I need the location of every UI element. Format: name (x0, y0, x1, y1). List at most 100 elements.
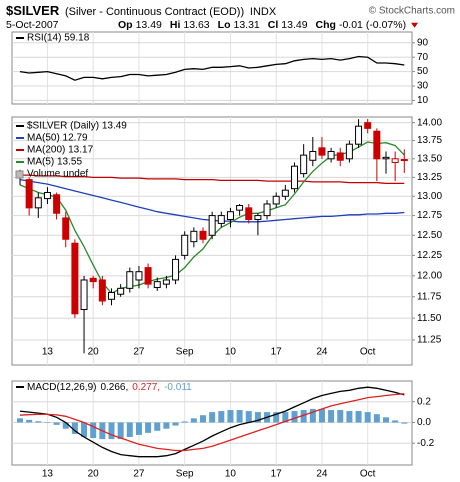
y-tick-label: 13.75 (417, 135, 442, 146)
quote-value: 13.49 (281, 19, 307, 31)
histogram-bar (17, 418, 23, 423)
legend-label: MA(50) 12.79 (27, 133, 88, 144)
histogram-bar (190, 418, 197, 423)
y-tick-label: 30 (417, 81, 429, 92)
candle-body (108, 292, 115, 300)
candle-body (373, 130, 381, 160)
candle-body (135, 271, 143, 281)
y-tick-label: 70 (417, 52, 429, 63)
quote-value: 13.49 (136, 19, 162, 31)
histogram-bar (200, 415, 206, 423)
histogram-bar (145, 422, 152, 433)
histogram-bar (273, 412, 280, 423)
x-tick-label: 27 (133, 469, 145, 480)
subtitle: (Silver - Continuous Contract (EOD)) (65, 6, 244, 18)
legend: MACD(12,26,9) 0.266, 0.277, -0.011 (27, 382, 192, 393)
date: 5-Oct-2007 (6, 19, 59, 31)
y-tick-label: 11.75 (417, 291, 442, 302)
candle-body (153, 281, 161, 288)
y-tick-label: 12.25 (417, 250, 442, 261)
candle-body (309, 150, 317, 161)
series-line (19, 386, 405, 458)
histogram-bar (346, 411, 353, 423)
legend-swatch (15, 170, 24, 179)
legend-label: $SILVER (Daily) 13.49 (27, 121, 127, 132)
candle-body (364, 122, 372, 129)
legend-value: -0.011 (164, 382, 192, 393)
histogram-bar (26, 419, 33, 423)
y-tick-label: 12.75 (417, 210, 442, 221)
quote-label: Chg (316, 19, 336, 31)
histogram-bar (401, 422, 408, 424)
x-tick-label: 13 (42, 347, 54, 358)
histogram-bar (154, 422, 161, 431)
x-tick-label: 24 (316, 347, 328, 358)
header-title-line: $SILVER (Silver - Continuous Contract (E… (6, 3, 277, 18)
x-tick-label: 13 (42, 469, 54, 480)
histogram-bar (181, 421, 188, 423)
candle-body (391, 158, 399, 163)
y-tick-label: 0.0 (417, 417, 431, 428)
candle-body (272, 195, 280, 205)
histogram-bar (318, 409, 325, 423)
y-tick-label: 10 (417, 95, 429, 106)
x-tick-label: 17 (271, 469, 283, 480)
x-tick-label: 24 (316, 469, 328, 480)
x-tick-label: Sep (176, 347, 194, 358)
legend-label: RSI(14) 59.18 (27, 33, 90, 44)
y-tick-label: 90 (417, 37, 429, 48)
x-tick-label: 27 (133, 347, 145, 358)
candle-body (190, 230, 198, 243)
candle-body (43, 191, 51, 200)
candle-body (327, 150, 335, 160)
quote-label: Hi (170, 19, 181, 31)
candle-body (245, 207, 253, 220)
candle-body (236, 205, 244, 211)
histogram-bar (163, 422, 170, 429)
histogram-bar (392, 420, 399, 423)
x-tick-label: 20 (88, 469, 100, 480)
symbol: $SILVER (6, 3, 60, 18)
series-line (20, 174, 405, 185)
histogram-bar (337, 410, 344, 423)
histogram-bar (291, 411, 298, 423)
candle-body (117, 287, 125, 295)
histogram-bar (117, 422, 124, 440)
credit: © StockCharts.com (369, 6, 455, 17)
quote-value: 13.31 (233, 19, 259, 31)
y-tick-label: 13.50 (417, 153, 442, 164)
histogram-bar (355, 411, 362, 423)
candle-body (199, 230, 207, 240)
histogram-bar (227, 410, 234, 423)
legend-label: MA(200) 13.17 (27, 145, 94, 156)
histogram-bar (373, 414, 380, 423)
histogram-bar (218, 411, 225, 423)
histogram-bar (383, 417, 389, 423)
histogram-bar (90, 422, 97, 439)
candle-body (291, 165, 298, 190)
x-tick-label: 10 (225, 469, 237, 480)
change-arrow (411, 22, 419, 28)
y-tick-label: 11.50 (417, 313, 442, 324)
y-tick-label: 11.25 (417, 335, 442, 346)
candle-body (34, 197, 42, 209)
histogram-bar (254, 412, 261, 423)
histogram-bar (62, 422, 69, 429)
x-tick-label: Oct (360, 469, 376, 480)
series-line (19, 55, 405, 81)
candle-body (226, 211, 234, 220)
candle-body (300, 154, 308, 175)
histogram-bar (364, 412, 371, 423)
candle-body (25, 179, 33, 209)
candle-body (336, 152, 344, 161)
quote-value: 13.63 (183, 19, 209, 31)
candle-body (71, 242, 79, 315)
quote-value: -0.01 (-0.07%) (339, 19, 406, 31)
legend-value: 0.277, (132, 382, 160, 393)
candle-body (263, 203, 271, 217)
candle-body (355, 125, 363, 145)
candle-body (172, 258, 180, 281)
histogram-bar (126, 422, 133, 437)
quote-label: Lo (218, 19, 231, 31)
